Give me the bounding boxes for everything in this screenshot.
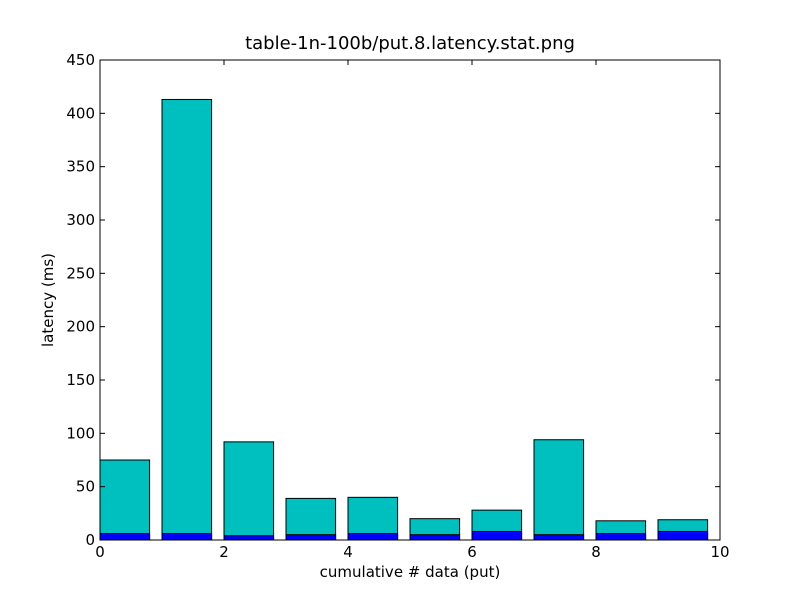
y-tick-label: 0	[85, 531, 95, 549]
y-tick-label: 350	[66, 158, 95, 176]
bar-series-1-7	[533, 439, 585, 541]
plot-frame	[99, 59, 721, 541]
bar-series-1-0	[99, 459, 151, 541]
x-tick-label: 10	[710, 543, 729, 561]
x-tick-label: 6	[467, 543, 477, 561]
y-tick-label: 450	[66, 51, 95, 69]
x-tick-label: 0	[95, 543, 105, 561]
y-tick-label: 250	[66, 264, 95, 282]
x-axis-label: cumulative # data (put)	[320, 563, 501, 581]
y-axis-label: latency (ms)	[39, 253, 57, 347]
chart-title: table-1n-100b/put.8.latency.stat.png	[245, 33, 575, 54]
bar-series-2-8	[595, 533, 647, 541]
bar-series-2-7	[533, 534, 585, 541]
y-tick-label: 400	[66, 104, 95, 122]
y-tick-label: 200	[66, 318, 95, 336]
bar-series-1-2	[223, 441, 275, 541]
bar-series-2-6	[471, 530, 523, 541]
bar-series-2-0	[99, 533, 151, 541]
bar-series-2-4	[347, 533, 399, 541]
bar-series-2-9	[657, 530, 709, 541]
bar-series-1-1	[161, 98, 213, 541]
bar-series-2-5	[409, 534, 461, 541]
bar-series-1-3	[285, 497, 337, 541]
y-tick-label: 50	[76, 478, 95, 496]
y-tick-label: 100	[66, 424, 95, 442]
x-tick-label: 2	[219, 543, 229, 561]
y-tick-label: 150	[66, 371, 95, 389]
x-tick-label: 4	[343, 543, 353, 561]
bars-group	[99, 98, 709, 541]
bar-series-2-3	[285, 534, 337, 541]
bar-series-2-2	[223, 535, 275, 541]
y-tick-label: 300	[66, 211, 95, 229]
bar-series-2-1	[161, 533, 213, 541]
bar-series-1-4	[347, 496, 399, 541]
x-tick-label: 8	[591, 543, 601, 561]
